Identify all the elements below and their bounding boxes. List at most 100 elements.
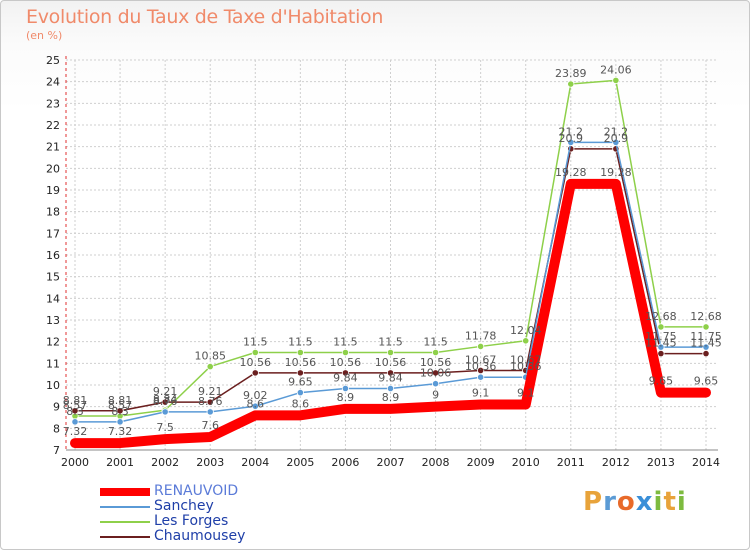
data-label-les-forges: 11.5	[378, 336, 403, 349]
data-point-sanchey	[431, 380, 440, 388]
legend-swatch-chaumousey	[100, 536, 150, 538]
data-label-les-forges: 8.57	[108, 399, 133, 412]
data-label-chaumousey: 8.81	[108, 394, 133, 407]
x-tick-label: 2013	[647, 456, 675, 469]
data-label-renauvoid: 7.32	[108, 425, 133, 438]
data-label-chaumousey: 20.9	[604, 132, 629, 145]
data-label-renauvoid: 8.6	[292, 397, 310, 410]
data-label-les-forges: 10.85	[194, 350, 226, 363]
legend-item-chaumousey: Chaumousey	[100, 528, 320, 545]
x-tick-label: 2011	[557, 456, 585, 469]
legend-item-sanchey: Sanchey	[100, 498, 320, 515]
data-point-chaumousey	[296, 369, 304, 377]
logo-letter: o	[616, 487, 636, 517]
data-point-les-forges	[431, 348, 440, 357]
data-label-sanchey: 21.2	[559, 125, 584, 138]
data-point-chaumousey	[341, 369, 350, 377]
data-label-chaumousey: 10.56	[285, 356, 317, 369]
data-point-sanchey	[612, 138, 620, 146]
legend-label-renauvoid: RENAUVOID	[154, 483, 239, 499]
y-tick-label: 15	[46, 271, 60, 284]
data-label-sanchey: 9.02	[243, 389, 268, 402]
legend-item-renauvoid: RENAUVOID	[100, 483, 320, 500]
logo-letter: i	[676, 487, 687, 517]
data-label-sanchey: 8.3	[111, 405, 129, 418]
data-point-les-forges	[251, 348, 259, 357]
y-tick-label: 18	[46, 206, 60, 219]
proxiti-logo: Proxiti	[583, 487, 687, 517]
series-line-renauvoid	[70, 178, 711, 449]
x-tick-label: 2008	[422, 456, 450, 469]
y-tick-label: 17	[46, 227, 60, 240]
y-tick-label: 10	[46, 379, 60, 392]
data-label-renauvoid: 19.28	[555, 166, 587, 179]
data-label-renauvoid: 9.65	[694, 375, 719, 388]
data-label-sanchey: 8.3	[66, 405, 84, 418]
data-point-les-forges	[612, 76, 620, 84]
data-point-les-forges	[386, 348, 395, 357]
data-label-renauvoid: 9.1	[517, 387, 535, 400]
data-label-chaumousey: 20.9	[559, 132, 584, 145]
data-label-chaumousey: 11.45	[690, 337, 722, 350]
x-tick-label: 2004	[241, 456, 269, 469]
data-label-renauvoid: 7.6	[201, 419, 219, 432]
y-tick-label: 22	[46, 119, 60, 132]
legend-swatch-renauvoid	[100, 488, 150, 496]
data-label-les-forges: 23.89	[555, 67, 587, 80]
legend-label-chaumousey: Chaumousey	[154, 528, 246, 544]
data-label-chaumousey: 10.56	[420, 356, 452, 369]
data-point-chaumousey	[251, 369, 259, 377]
data-label-sanchey: 9.84	[378, 371, 403, 384]
data-label-renauvoid: 7.5	[156, 421, 174, 434]
data-label-sanchey: 8.76	[153, 395, 178, 408]
data-point-chaumousey	[161, 398, 169, 406]
legend-label-les-forges: Les Forges	[154, 513, 229, 529]
data-point-sanchey	[251, 402, 259, 410]
logo-letter: x	[635, 487, 654, 517]
data-label-les-forges: 8.84	[153, 393, 178, 406]
data-point-chaumousey	[116, 407, 124, 415]
x-tick-label: 2007	[377, 456, 405, 469]
data-label-sanchey: 10.36	[465, 360, 497, 373]
data-point-chaumousey	[206, 398, 214, 406]
data-point-chaumousey	[431, 369, 440, 377]
data-point-chaumousey	[657, 349, 665, 358]
x-tick-label: 2000	[61, 456, 89, 469]
x-tick-label: 2003	[196, 456, 224, 469]
data-label-sanchey: 11.75	[690, 330, 722, 343]
data-label-chaumousey: 10.67	[510, 353, 542, 366]
data-point-chaumousey	[71, 407, 79, 415]
data-label-sanchey: 21.2	[604, 125, 629, 138]
data-point-les-forges	[296, 348, 304, 357]
data-label-chaumousey: 10.56	[330, 356, 362, 369]
data-point-les-forges	[522, 337, 530, 345]
data-label-les-forges: 11.78	[465, 329, 497, 342]
data-point-les-forges	[567, 80, 575, 88]
y-tick-label: 25	[46, 54, 60, 67]
data-point-sanchey	[206, 408, 214, 416]
data-point-chaumousey	[386, 369, 395, 377]
data-label-chaumousey: 9.21	[198, 385, 223, 398]
y-tick-label: 11	[46, 357, 60, 370]
data-point-sanchey	[702, 343, 710, 351]
data-label-sanchey: 9.84	[333, 371, 358, 384]
logo-letter: i	[653, 487, 664, 517]
data-label-les-forges: 11.5	[333, 336, 358, 349]
y-tick-label: 9	[53, 401, 60, 414]
data-label-les-forges: 12.68	[690, 310, 722, 323]
x-tick-label: 2012	[602, 456, 630, 469]
data-label-renauvoid: 19.28	[600, 166, 632, 179]
data-label-renauvoid: 8.9	[382, 391, 400, 404]
x-tick-label: 2014	[692, 456, 720, 469]
y-tick-label: 19	[46, 184, 60, 197]
y-tick-label: 7	[53, 444, 60, 457]
logo-letter: r	[603, 487, 617, 517]
data-label-chaumousey: 8.81	[63, 394, 88, 407]
legend-swatch-sanchey	[100, 506, 150, 508]
legend-swatch-les-forges	[100, 521, 150, 523]
data-point-les-forges	[477, 342, 485, 351]
data-point-sanchey	[386, 384, 395, 393]
data-point-sanchey	[296, 388, 304, 397]
